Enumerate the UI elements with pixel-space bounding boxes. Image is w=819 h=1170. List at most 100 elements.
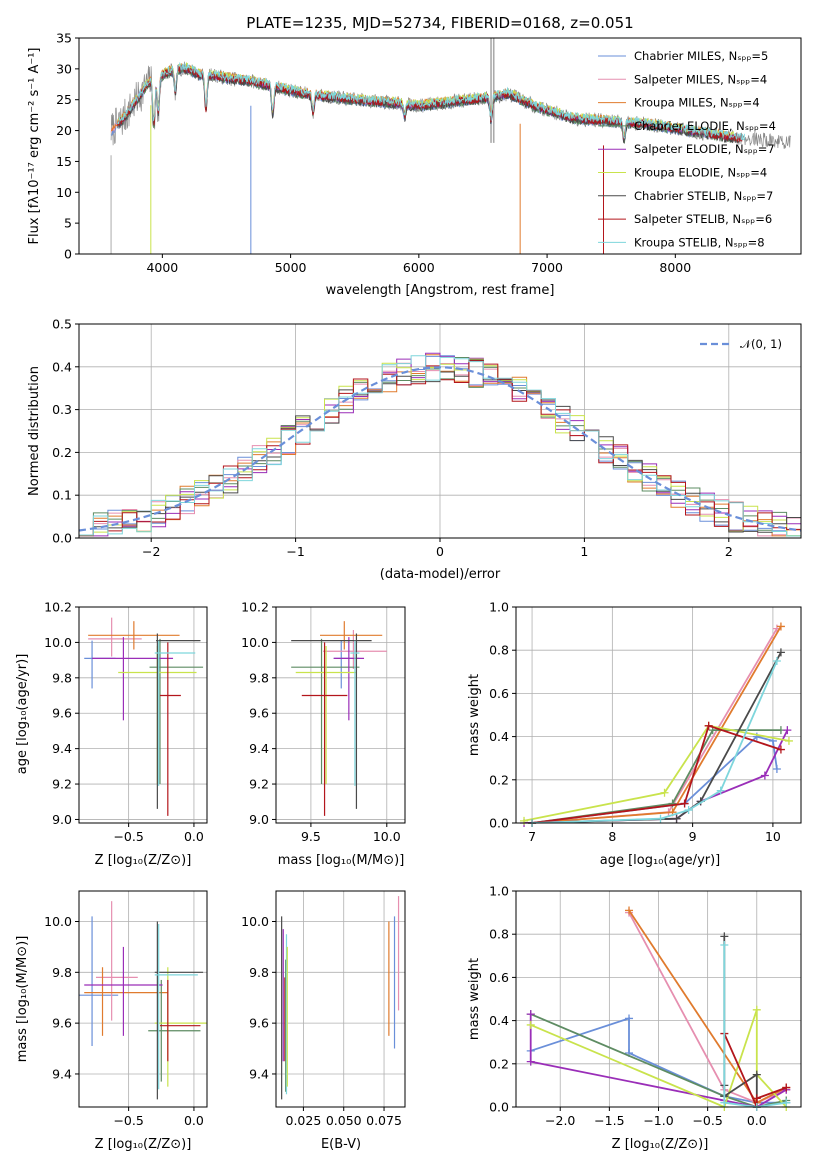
y-tick-label: 0.5 <box>52 317 72 332</box>
mass-vs-metallicity-panel: −0.5 0.0 9.4 9.6 9.8 10.0 Z [log₁₀(Z/Z⊙)] mas… <box>15 890 208 1152</box>
y-tick-label: 15 <box>56 154 72 169</box>
spectrum-title: PLATE=1235, MJD=52734, FIBERID=0168, z=0… <box>246 14 633 32</box>
axes-frame <box>515 890 802 1108</box>
mass-weight-series-line <box>532 660 778 823</box>
y-tick-label: 10.0 <box>44 914 72 929</box>
mass-weight-point-marker <box>716 786 725 795</box>
x-tick-label: 4000 <box>146 260 178 275</box>
mass-weight-point-marker <box>680 799 689 808</box>
y-tick-label: 9.8 <box>52 965 72 980</box>
x-tick-label: 6000 <box>403 260 435 275</box>
mass-weight-series-line <box>523 724 790 822</box>
mass-weight-point-marker <box>625 906 634 915</box>
y-tick-label: 9.6 <box>52 706 72 721</box>
mass-weight-point-marker <box>720 932 729 941</box>
weight-vs-metallicity-xlabel: Z [log₁₀(Z/Z⊙)] <box>612 1137 709 1152</box>
y-tick-label: 9.4 <box>52 741 72 756</box>
legend-label: Kroupa MILES, Nₛₚₚ=4 <box>634 96 760 110</box>
x-tick-label: 8000 <box>659 260 691 275</box>
mass-weight-point-marker <box>776 648 785 657</box>
errorbar-point <box>159 979 201 1062</box>
weight-vs-metallicity-plot-area: −2.0 −1.5 −1.0 −0.5 0.0 0.0 0.2 0.4 0.6 0.8 1.0 <box>489 884 802 1128</box>
mass-weight-point-marker <box>752 1070 761 1079</box>
errorbar-point <box>88 621 180 650</box>
residuals-panel: −2 −1 0 1 2 0.0 0.1 0.2 0.3 0.4 0.5 𝒩(0, 1) (data-m… <box>27 317 802 582</box>
y-tick-label: 10.0 <box>44 635 72 650</box>
errorbar-point <box>148 979 201 1082</box>
normal-curve <box>78 366 802 532</box>
mass-weight-point-marker <box>782 1083 791 1092</box>
y-tick-label: 25 <box>56 92 72 107</box>
x-tick-label: 0.0 <box>184 829 204 844</box>
mass-vs-ebv-xlabel: E(B-V) <box>321 1137 361 1152</box>
axes-frame <box>275 890 406 1108</box>
legend-label: Kroupa STELIB, Nₛₚₚ=8 <box>634 235 765 249</box>
x-tick-label: −1.0 <box>643 1113 673 1128</box>
mass-weight-point-marker <box>526 1010 535 1019</box>
mass-weight-point-marker <box>526 1057 535 1066</box>
mass-weight-point-marker <box>772 657 781 665</box>
y-tick-label: 30 <box>56 61 72 76</box>
x-tick-label: 7 <box>528 829 536 844</box>
errorbar-point <box>88 617 142 657</box>
y-tick-label: 0.8 <box>489 927 509 942</box>
x-tick-label: −1.5 <box>594 1113 624 1128</box>
mass-weight-point-marker <box>760 771 769 780</box>
errorbar-point <box>291 638 360 785</box>
spectrum-plot-area: 4000 5000 6000 7000 8000 0 5 10 15 20 25 30 35 Chabri… <box>56 31 802 275</box>
y-tick-label: 0.0 <box>489 816 509 831</box>
y-tick-label: 9.0 <box>52 812 72 827</box>
mass-weight-point-marker <box>784 736 793 745</box>
age-vs-metallicity-plot-area: −0.5 0.0 9.0 9.2 9.4 9.6 9.8 10.0 10.2 <box>44 600 208 844</box>
errorbar-point <box>156 633 201 809</box>
y-tick-label: 9.4 <box>249 741 269 756</box>
y-tick-label: 0 <box>64 247 72 262</box>
x-tick-label: −2 <box>142 544 160 559</box>
x-tick-label: 1 <box>580 544 588 559</box>
y-tick-label: 9.2 <box>249 777 269 792</box>
legend-label: Salpeter MILES, Nₛₚₚ=4 <box>634 72 767 86</box>
errorbar-point <box>84 946 163 1036</box>
y-tick-label: 0.6 <box>489 970 509 985</box>
y-tick-label: 9.6 <box>52 1016 72 1031</box>
errorbar-point <box>320 621 383 650</box>
y-tick-label: 0.2 <box>489 1056 509 1071</box>
mass-weight-point-marker <box>526 1020 535 1029</box>
legend-label: Kroupa ELODIE, Nₛₚₚ=4 <box>634 166 767 180</box>
y-tick-label: 20 <box>56 123 72 138</box>
errorbar-point <box>84 640 116 689</box>
weight-vs-metallicity-ylabel: mass weight <box>467 958 482 1040</box>
axes-frame <box>78 37 802 255</box>
mass-weight-point-marker <box>752 1005 761 1014</box>
x-tick-label: 2 <box>725 544 733 559</box>
y-tick-label: 9.2 <box>52 777 72 792</box>
mass-weight-point-marker <box>752 732 761 741</box>
errorbar-point <box>291 633 372 809</box>
errorbar-point <box>154 921 204 1100</box>
y-tick-label: 0.1 <box>52 488 72 503</box>
y-tick-label: 1.0 <box>489 884 509 899</box>
weight-vs-metallicity-panel: −2.0 −1.5 −1.0 −0.5 0.0 0.0 0.2 0.4 0.6 0.8 1.0 Z … <box>467 884 802 1152</box>
legend-label: Chabrier MILES, Nₛₚₚ=5 <box>634 49 768 63</box>
mass-weight-series-line <box>723 1033 787 1107</box>
y-tick-label: 0.8 <box>489 643 509 658</box>
y-tick-label: 10.2 <box>241 600 269 615</box>
age-vs-metallicity-ylabel: age [log₁₀(age/yr)] <box>15 654 30 775</box>
axes-frame <box>78 323 802 539</box>
errorbar-point <box>84 967 168 1036</box>
weight-vs-age-plot-area: 7 8 9 10 0.0 0.2 0.4 0.6 0.8 1.0 <box>489 600 802 844</box>
legend-label: Salpeter STELIB, Nₛₚₚ=6 <box>634 212 772 226</box>
x-tick-label: 0.025 <box>286 1113 322 1128</box>
y-tick-label: 0.0 <box>489 1100 509 1115</box>
x-tick-label: −1 <box>286 544 304 559</box>
y-tick-label: 0.4 <box>489 1013 509 1028</box>
age-vs-mass-panel: 9.5 10.0 9.0 9.2 9.4 9.6 9.8 10.0 10.2 mass [log… <box>241 600 406 868</box>
x-tick-label: 9 <box>689 829 697 844</box>
legend-label: Salpeter ELODIE, Nₛₚₚ=7 <box>634 142 775 156</box>
mass-weight-series-line <box>530 1013 787 1107</box>
y-tick-label: 0.6 <box>489 686 509 701</box>
mass-weight-point-marker <box>704 721 713 730</box>
spectrum-xlabel: wavelength [Angstrom, rest frame] <box>326 283 555 298</box>
y-tick-label: 0.4 <box>489 729 509 744</box>
